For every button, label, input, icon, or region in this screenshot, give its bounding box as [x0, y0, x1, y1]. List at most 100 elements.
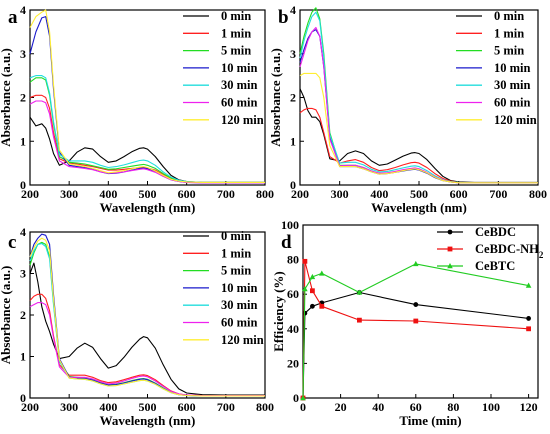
x-tick-label: 300 — [331, 187, 349, 201]
data-point — [526, 316, 531, 321]
data-point — [413, 318, 419, 324]
data-point — [413, 260, 419, 267]
legend-label: CeBDC — [475, 225, 516, 239]
data-point — [356, 289, 363, 295]
legend-label: 10 min — [494, 61, 531, 75]
legend-label: 1 min — [221, 26, 251, 40]
x-tick-label: 700 — [489, 187, 507, 201]
legend-label: 0 min — [221, 229, 251, 243]
x-tick-label: 800 — [529, 187, 547, 201]
y-tick-label: 2 — [290, 91, 296, 105]
y-tick-label: 4 — [290, 3, 296, 17]
panel-label: b — [278, 7, 289, 28]
y-axis-label: Absorbance (a.u.) — [268, 48, 283, 147]
y-tick-label: 2 — [20, 91, 26, 105]
x-tick-label: 800 — [256, 400, 274, 414]
data-point — [413, 302, 419, 307]
legend-label: 1 min — [221, 246, 251, 260]
x-axis-label: Wavelength (nm) — [371, 200, 467, 215]
series-line-0-min — [29, 116, 265, 183]
y-tick-label: 3 — [20, 47, 26, 61]
x-tick-label: 700 — [217, 400, 235, 414]
data-point — [525, 282, 532, 288]
panel-a: 200 300 400 500 600 700 800 0 1 2 3 4 Wavelength (nm… — [0, 3, 274, 215]
series-line-CeBTC — [302, 263, 529, 399]
x-tick-label: 600 — [450, 187, 468, 201]
legend-label: 1 min — [494, 26, 524, 40]
panel-label: c — [8, 232, 16, 253]
y-tick-label: 3 — [290, 47, 296, 61]
series-line-120-min — [29, 237, 265, 397]
y-tick-label: 4 — [20, 3, 26, 17]
legend-label: 60 min — [221, 96, 258, 110]
y-tick-label: 2 — [20, 308, 26, 322]
y-tick-label: 1 — [20, 134, 26, 148]
legend-label: 60 min — [494, 96, 531, 110]
legend-label: 0 min — [221, 9, 251, 23]
x-tick-label: 20 — [335, 400, 347, 414]
x-tick-label: 0 — [300, 400, 306, 414]
data-point — [309, 273, 316, 280]
series-line-120-min — [29, 9, 265, 183]
x-tick-label: 200 — [21, 187, 39, 201]
data-point — [526, 326, 531, 332]
y-tick-label: 60 — [287, 287, 299, 301]
x-tick-label: 500 — [139, 187, 157, 201]
x-tick-label: 300 — [60, 187, 78, 201]
panel-label: d — [281, 232, 292, 253]
x-axis-label: Time (min) — [399, 413, 461, 428]
y-axis-label: Absorbance (a.u.) — [0, 266, 13, 365]
series-line-30-min — [29, 75, 265, 183]
legend-label: 5 min — [221, 264, 251, 278]
x-tick-label: 40 — [372, 400, 384, 414]
series-line-5-min — [29, 77, 265, 183]
x-tick-label: 300 — [60, 400, 78, 414]
y-tick-label: 80 — [287, 253, 299, 267]
legend-label: 30 min — [221, 298, 258, 312]
legend-label: 120 min — [221, 333, 264, 347]
series-line-0-min — [29, 262, 265, 396]
series-line-CeBDC-NH2 — [302, 260, 529, 399]
series-line-CeBDC — [302, 291, 529, 399]
x-tick-label: 200 — [291, 187, 309, 201]
x-tick-label: 600 — [178, 400, 196, 414]
x-tick-label: 200 — [21, 400, 39, 414]
x-tick-label: 120 — [520, 400, 538, 414]
legend-label: 60 min — [221, 316, 258, 330]
x-tick-label: 600 — [178, 187, 196, 201]
legend-label: 0 min — [494, 9, 524, 23]
y-tick-label: 4 — [20, 225, 26, 239]
y-tick-label: 0 — [290, 178, 296, 192]
plot-frame — [302, 224, 539, 399]
x-tick-label: 400 — [99, 187, 117, 201]
x-tick-label: 700 — [217, 187, 235, 201]
legend-label: 120 min — [494, 113, 537, 127]
y-tick-label: 3 — [20, 267, 26, 281]
panel-label: a — [8, 7, 18, 28]
y-tick-label: 20 — [287, 356, 299, 370]
x-tick-label: 500 — [139, 400, 157, 414]
x-tick-label: 800 — [256, 187, 274, 201]
legend-marker — [447, 246, 453, 252]
panel-b: 200 300 400 500 600 700 800 0 1 2 3 4 Wavelength (nm… — [268, 3, 547, 215]
panel-c: 200 300 400 500 600 700 800 0 1 2 3 4 Wavelength (nm… — [0, 225, 274, 428]
y-tick-label: 0 — [20, 391, 26, 405]
legend-label: 10 min — [221, 61, 258, 75]
data-point — [300, 395, 306, 401]
x-tick-label: 500 — [410, 187, 428, 201]
legend-label: 30 min — [494, 78, 531, 92]
x-axis-label: Wavelength (nm) — [100, 413, 196, 428]
y-axis-label: Absorbance (a.u.) — [0, 48, 13, 147]
panel-d: 0 20 40 60 80 100 120 0 20 40 60 80 100 Time (min) Eff… — [271, 218, 544, 428]
series-line-60-min — [29, 302, 265, 397]
legend-label: 10 min — [221, 281, 258, 295]
data-point — [357, 317, 362, 323]
y-tick-label: 1 — [20, 350, 26, 364]
x-tick-label: 400 — [370, 187, 388, 201]
y-tick-label: 40 — [287, 322, 299, 336]
x-tick-label: 80 — [447, 400, 459, 414]
legend-label: 5 min — [494, 44, 524, 58]
legend-label: CeBDC-NH2 — [475, 242, 544, 260]
data-point — [319, 270, 325, 276]
